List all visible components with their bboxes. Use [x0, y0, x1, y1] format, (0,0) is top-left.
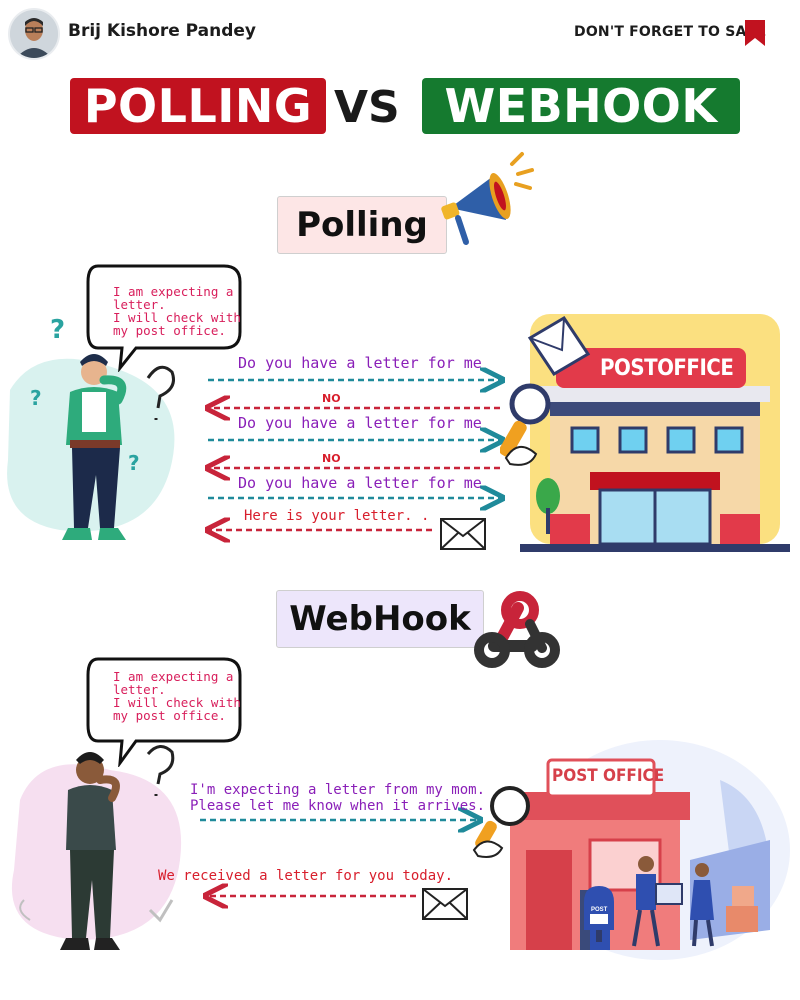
polling-person-illustration: ? ? ?	[7, 315, 175, 540]
webhook-person-illustration	[11, 745, 182, 950]
webhook-request-line-2: Please let me know when it arrives.	[190, 798, 486, 814]
webhook-logo-icon	[474, 591, 560, 668]
svg-text:?: ?	[30, 386, 42, 410]
save-reminder: DON'T FORGET TO SAVE	[574, 24, 767, 40]
webhook-section-label: WebHook	[276, 590, 484, 648]
polling-thought-bubble	[86, 264, 242, 372]
polling-post-office-illustration	[500, 314, 790, 552]
polling-request-3: Do you have a letter for me	[238, 474, 482, 492]
polling-reply-2: NO	[322, 452, 341, 465]
title-polling: POLLING	[70, 78, 326, 134]
svg-text:?: ?	[50, 315, 65, 345]
webhook-thought-bubble	[86, 657, 242, 767]
author-avatar	[8, 8, 60, 60]
svg-text:?: ?	[128, 451, 140, 475]
webhook-building-sign: POST OFFICE	[552, 766, 665, 786]
webhook-request-line-1: I'm expecting a letter from my mom.	[190, 782, 486, 798]
title-vs: VS	[334, 82, 400, 133]
mailbox-label: POST	[591, 907, 608, 913]
polling-reply-3: Here is your letter. .	[244, 508, 430, 524]
mailbox-icon	[584, 886, 614, 942]
megaphone-icon	[441, 152, 534, 245]
author-name: Brij Kishore Pandey	[68, 21, 257, 41]
polling-thought-line-2: letter.	[113, 297, 166, 312]
webhook-thought-line-2: letter.	[113, 682, 166, 697]
envelope-icon	[440, 518, 486, 550]
polling-request-1: Do you have a letter for me	[238, 354, 482, 372]
polling-thought-line-3: I will check with	[113, 310, 241, 325]
bookmark-icon[interactable]	[745, 20, 765, 46]
polling-request-2: Do you have a letter for me	[238, 414, 482, 432]
webhook-thought-line-1: I am expecting a	[113, 669, 234, 684]
webhook-thought-line-3: I will check with	[113, 695, 241, 710]
envelope-icon	[422, 888, 468, 920]
polling-thought-line-4: my post office.	[113, 323, 226, 338]
polling-building-sign: POSTOFFICE	[600, 356, 734, 381]
webhook-response: We received a letter for you today.	[158, 868, 454, 884]
webhook-thought-line-4: my post office.	[113, 708, 226, 723]
polling-thought-line-1: I am expecting a	[113, 284, 234, 299]
title-webhook: WEBHOOK	[422, 78, 740, 134]
polling-reply-1: NO	[322, 392, 341, 405]
polling-section-label: Polling	[277, 196, 447, 254]
